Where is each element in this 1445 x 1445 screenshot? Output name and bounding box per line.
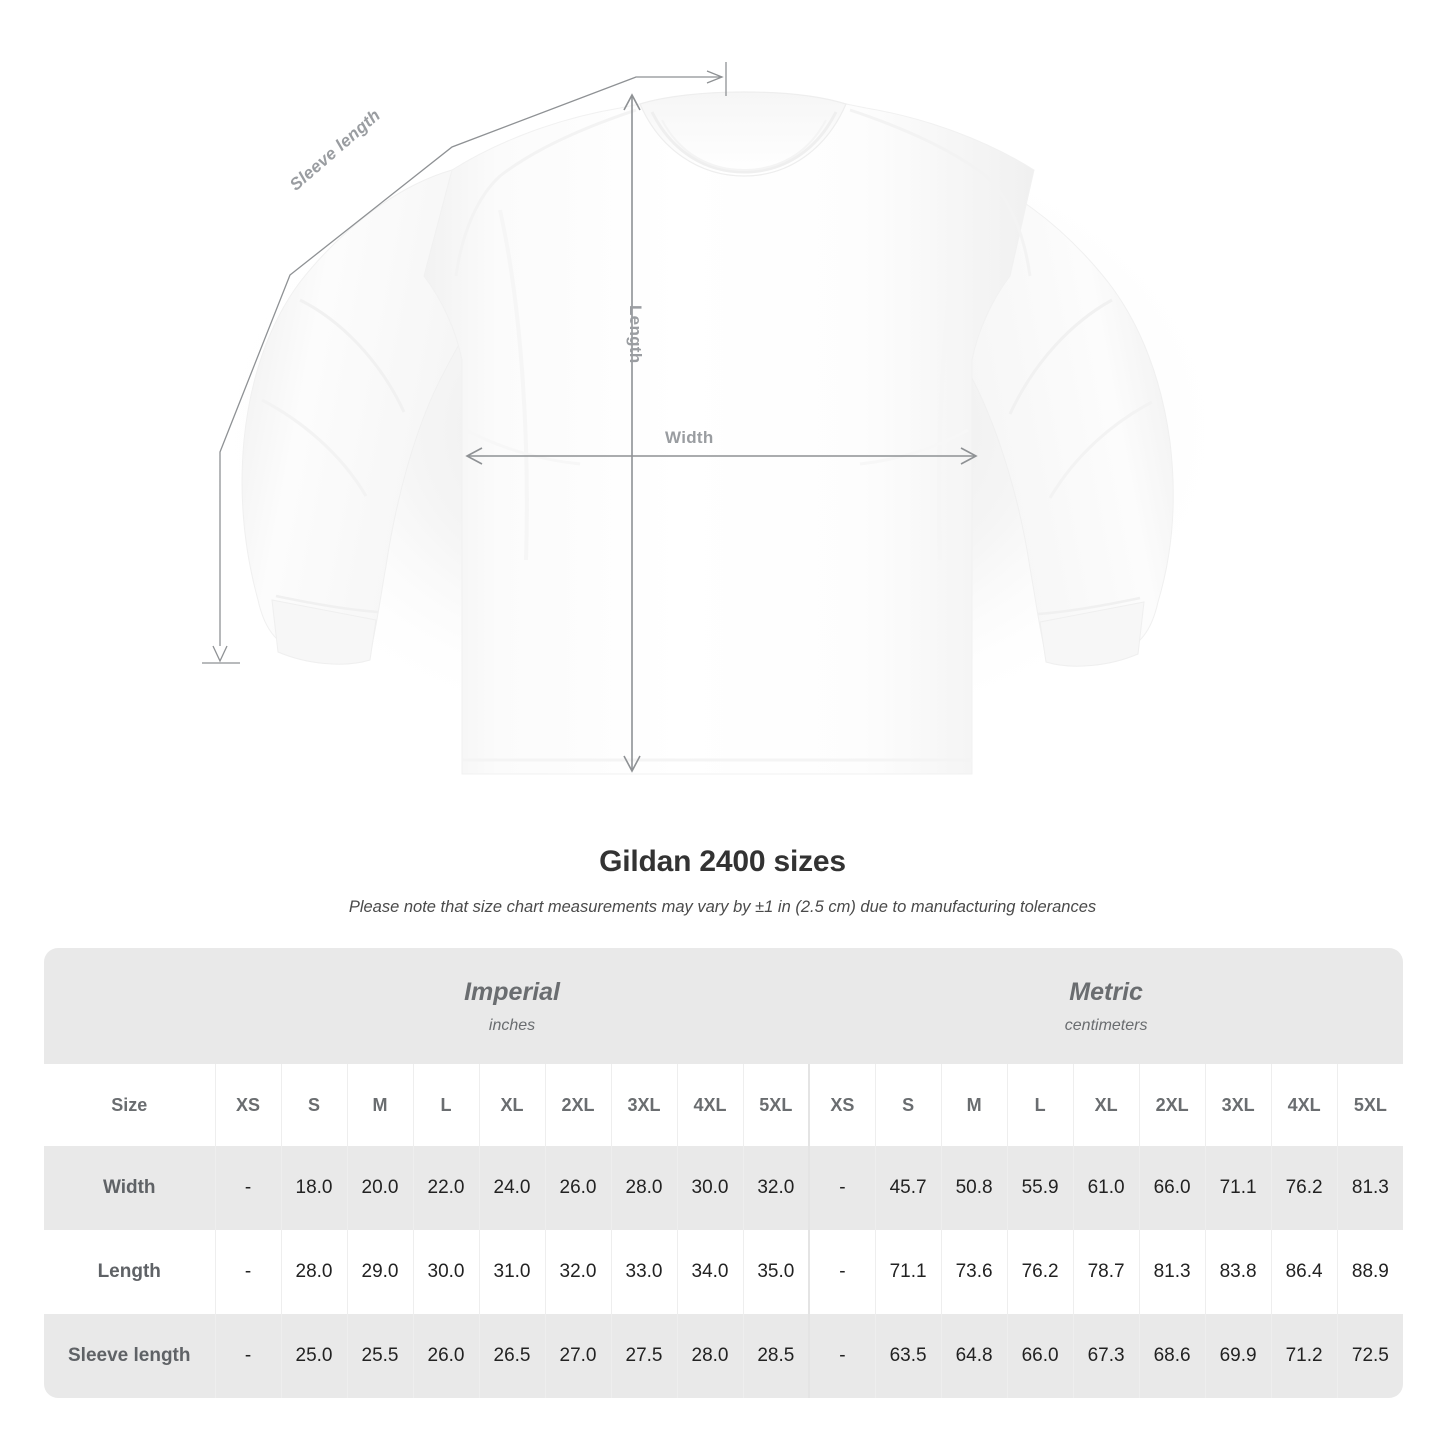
size-header-metric-xs: XS [808, 1064, 876, 1146]
size-header-row: Size XS S M L XL 2XL 3XL 4XL 5XL XS S M … [44, 1064, 1404, 1146]
cell-length-imperial-xl: 31.0 [478, 1230, 545, 1314]
table-row: Sleeve length - 25.0 25.5 26.0 26.5 27.0… [44, 1314, 1404, 1398]
cell-width-imperial-xs: - [214, 1146, 281, 1230]
cell-length-imperial-s: 28.0 [280, 1230, 347, 1314]
garment-diagram: Sleeve length Length Width [200, 62, 1240, 775]
unit-metric-sub: centimeters [1064, 1016, 1148, 1034]
title-block: Gildan 2400 sizes Please note that size … [0, 845, 1445, 917]
cell-length-metric-s: 71.1 [874, 1230, 942, 1314]
unit-band-row: Imperial inches Metric centimeters [44, 948, 1404, 1064]
cell-sleeve-imperial-4xl: 28.0 [676, 1314, 743, 1398]
tolerance-note: Please note that size chart measurements… [348, 898, 1097, 916]
cell-length-metric-xl: 78.7 [1072, 1230, 1140, 1314]
width-measurement-label: Width [665, 428, 714, 447]
unit-metric-name: Metric [1069, 978, 1143, 1007]
row-label-width: Width [44, 1146, 215, 1230]
table-row: Length - 28.0 29.0 30.0 31.0 32.0 33.0 3… [44, 1230, 1404, 1314]
length-measurement-label: Length [626, 305, 645, 364]
cell-sleeve-metric-l: 66.0 [1006, 1314, 1074, 1398]
unit-imperial-sub: inches [488, 1016, 536, 1034]
cell-length-metric-4xl: 86.4 [1270, 1230, 1338, 1314]
cell-length-imperial-l: 30.0 [412, 1230, 479, 1314]
cell-sleeve-imperial-xs: - [214, 1314, 281, 1398]
cell-width-metric-5xl: 81.3 [1336, 1146, 1404, 1230]
cell-length-imperial-2xl: 32.0 [544, 1230, 611, 1314]
garment-illustration [200, 62, 1240, 775]
cell-sleeve-metric-3xl: 69.9 [1204, 1314, 1272, 1398]
cell-width-metric-3xl: 71.1 [1204, 1146, 1272, 1230]
cell-length-imperial-xs: - [214, 1230, 281, 1314]
cell-length-imperial-4xl: 34.0 [676, 1230, 743, 1314]
size-header-metric-4xl: 4XL [1270, 1064, 1338, 1146]
cell-sleeve-imperial-3xl: 27.5 [610, 1314, 677, 1398]
cell-width-metric-l: 55.9 [1006, 1146, 1074, 1230]
unit-metric-cell: Metric centimeters [809, 948, 1404, 1064]
cell-width-metric-4xl: 76.2 [1270, 1146, 1338, 1230]
size-table: Imperial inches Metric centimeters Size … [44, 948, 1404, 1398]
size-header-imperial-5xl: 5XL [742, 1064, 810, 1146]
size-header-metric-3xl: 3XL [1204, 1064, 1272, 1146]
size-header-imperial-4xl: 4XL [676, 1064, 743, 1146]
cell-length-metric-2xl: 81.3 [1138, 1230, 1206, 1314]
cell-sleeve-imperial-2xl: 27.0 [544, 1314, 611, 1398]
size-header-imperial-xs: XS [214, 1064, 281, 1146]
size-header-metric-l: L [1006, 1064, 1074, 1146]
cell-sleeve-imperial-l: 26.0 [412, 1314, 479, 1398]
cell-length-metric-xs: - [808, 1230, 876, 1314]
page-title: Gildan 2400 sizes [599, 845, 846, 878]
cell-width-imperial-m: 20.0 [346, 1146, 413, 1230]
size-table-container: Imperial inches Metric centimeters Size … [44, 948, 1404, 1398]
size-header-metric-m: M [940, 1064, 1008, 1146]
cell-width-metric-s: 45.7 [874, 1146, 942, 1230]
size-header-metric-s: S [874, 1064, 942, 1146]
size-header-imperial-s: S [280, 1064, 347, 1146]
row-label-sleeve-length: Sleeve length [44, 1314, 215, 1398]
cell-width-imperial-5xl: 32.0 [742, 1146, 810, 1230]
cell-length-metric-3xl: 83.8 [1204, 1230, 1272, 1314]
cell-width-imperial-xl: 24.0 [478, 1146, 545, 1230]
cell-sleeve-metric-xs: - [808, 1314, 876, 1398]
cell-length-imperial-m: 29.0 [346, 1230, 413, 1314]
cell-sleeve-metric-5xl: 72.5 [1336, 1314, 1404, 1398]
size-header-metric-2xl: 2XL [1138, 1064, 1206, 1146]
unit-imperial-cell: Imperial inches [215, 948, 810, 1064]
cell-length-metric-l: 76.2 [1006, 1230, 1074, 1314]
cell-sleeve-metric-s: 63.5 [874, 1314, 942, 1398]
cell-sleeve-imperial-xl: 26.5 [478, 1314, 545, 1398]
cell-sleeve-metric-xl: 67.3 [1072, 1314, 1140, 1398]
cell-width-imperial-s: 18.0 [280, 1146, 347, 1230]
cell-length-imperial-3xl: 33.0 [610, 1230, 677, 1314]
cell-width-imperial-2xl: 26.0 [544, 1146, 611, 1230]
cell-sleeve-imperial-5xl: 28.5 [742, 1314, 810, 1398]
size-header-imperial-3xl: 3XL [610, 1064, 677, 1146]
cell-length-metric-m: 73.6 [940, 1230, 1008, 1314]
size-header-label: Size [44, 1064, 215, 1146]
size-header-imperial-2xl: 2XL [544, 1064, 611, 1146]
cell-width-imperial-3xl: 28.0 [610, 1146, 677, 1230]
cell-sleeve-metric-m: 64.8 [940, 1314, 1008, 1398]
cell-width-imperial-4xl: 30.0 [676, 1146, 743, 1230]
cell-length-imperial-5xl: 35.0 [742, 1230, 810, 1314]
size-header-imperial-l: L [412, 1064, 479, 1146]
cell-sleeve-imperial-m: 25.5 [346, 1314, 413, 1398]
unit-band-spacer [44, 948, 215, 1064]
cell-width-metric-2xl: 66.0 [1138, 1146, 1206, 1230]
cell-sleeve-metric-4xl: 71.2 [1270, 1314, 1338, 1398]
cell-width-metric-m: 50.8 [940, 1146, 1008, 1230]
row-label-length: Length [44, 1230, 215, 1314]
size-header-imperial-xl: XL [478, 1064, 545, 1146]
cell-width-metric-xl: 61.0 [1072, 1146, 1140, 1230]
cell-width-metric-xs: - [808, 1146, 876, 1230]
size-header-metric-xl: XL [1072, 1064, 1140, 1146]
size-header-metric-5xl: 5XL [1336, 1064, 1404, 1146]
unit-imperial-name: Imperial [464, 978, 560, 1007]
cell-sleeve-metric-2xl: 68.6 [1138, 1314, 1206, 1398]
cell-length-metric-5xl: 88.9 [1336, 1230, 1404, 1314]
table-row: Width - 18.0 20.0 22.0 24.0 26.0 28.0 30… [44, 1146, 1404, 1230]
cell-sleeve-imperial-s: 25.0 [280, 1314, 347, 1398]
cell-width-imperial-l: 22.0 [412, 1146, 479, 1230]
size-header-imperial-m: M [346, 1064, 413, 1146]
